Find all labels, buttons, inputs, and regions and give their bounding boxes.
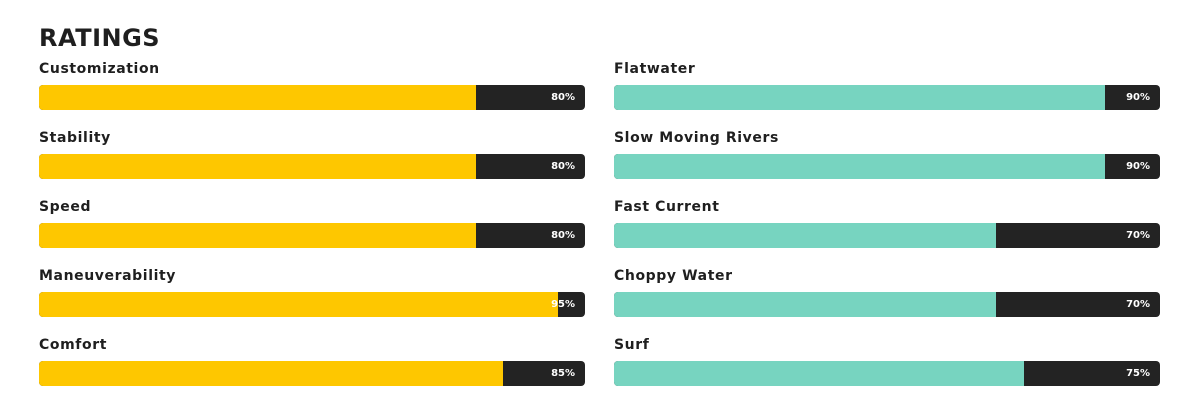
rating-value: 90% [1126,92,1150,103]
rating-bar-fill [39,85,476,110]
rating-value: 95% [551,299,575,310]
rating-stability: Stability 80% [39,130,585,199]
rating-bar-fill [39,361,504,386]
ratings-column-right: Flatwater 90% Slow Moving Rivers 90% Fas… [614,61,1160,406]
ratings-column-left: Customization 80% Stability 80% Speed 80… [39,61,585,406]
rating-customization: Customization 80% [39,61,585,130]
rating-label: Comfort [39,337,107,353]
rating-bar: 90% [614,85,1160,110]
rating-bar: 90% [614,154,1160,179]
rating-bar-fill [614,223,997,248]
rating-label: Flatwater [614,61,696,77]
rating-maneuverability: Maneuverability 95% [39,268,585,337]
rating-bar: 75% [614,361,1160,386]
rating-bar-fill [39,154,476,179]
rating-label: Speed [39,199,92,215]
rating-fast-current: Fast Current 70% [614,199,1160,268]
rating-bar: 70% [614,223,1160,248]
rating-bar: 80% [39,154,585,179]
rating-value: 90% [1126,161,1150,172]
rating-choppy-water: Choppy Water 70% [614,268,1160,337]
rating-flatwater: Flatwater 90% [614,61,1160,130]
rating-value: 80% [551,161,575,172]
rating-value: 75% [1126,368,1150,379]
rating-comfort: Comfort 85% [39,337,585,406]
rating-label: Surf [614,337,650,353]
rating-label: Maneuverability [39,268,177,284]
rating-bar-fill [614,361,1024,386]
rating-value: 70% [1126,299,1150,310]
rating-slow-moving-rivers: Slow Moving Rivers 90% [614,130,1160,199]
rating-bar: 70% [614,292,1160,317]
rating-label: Fast Current [614,199,720,215]
rating-label: Customization [39,61,160,77]
rating-bar-fill [39,223,476,248]
rating-value: 80% [551,92,575,103]
rating-value: 80% [551,230,575,241]
rating-bar-fill [614,85,1106,110]
ratings-title: RATINGS [39,24,161,52]
rating-bar-fill [614,154,1106,179]
rating-value: 70% [1126,230,1150,241]
rating-value: 85% [551,368,575,379]
rating-bar: 85% [39,361,585,386]
rating-label: Slow Moving Rivers [614,130,779,146]
rating-label: Choppy Water [614,268,733,284]
rating-surf: Surf 75% [614,337,1160,406]
rating-speed: Speed 80% [39,199,585,268]
rating-bar: 95% [39,292,585,317]
rating-bar: 80% [39,223,585,248]
rating-bar-fill [614,292,997,317]
rating-bar-fill [39,292,558,317]
rating-label: Stability [39,130,111,146]
rating-bar: 80% [39,85,585,110]
